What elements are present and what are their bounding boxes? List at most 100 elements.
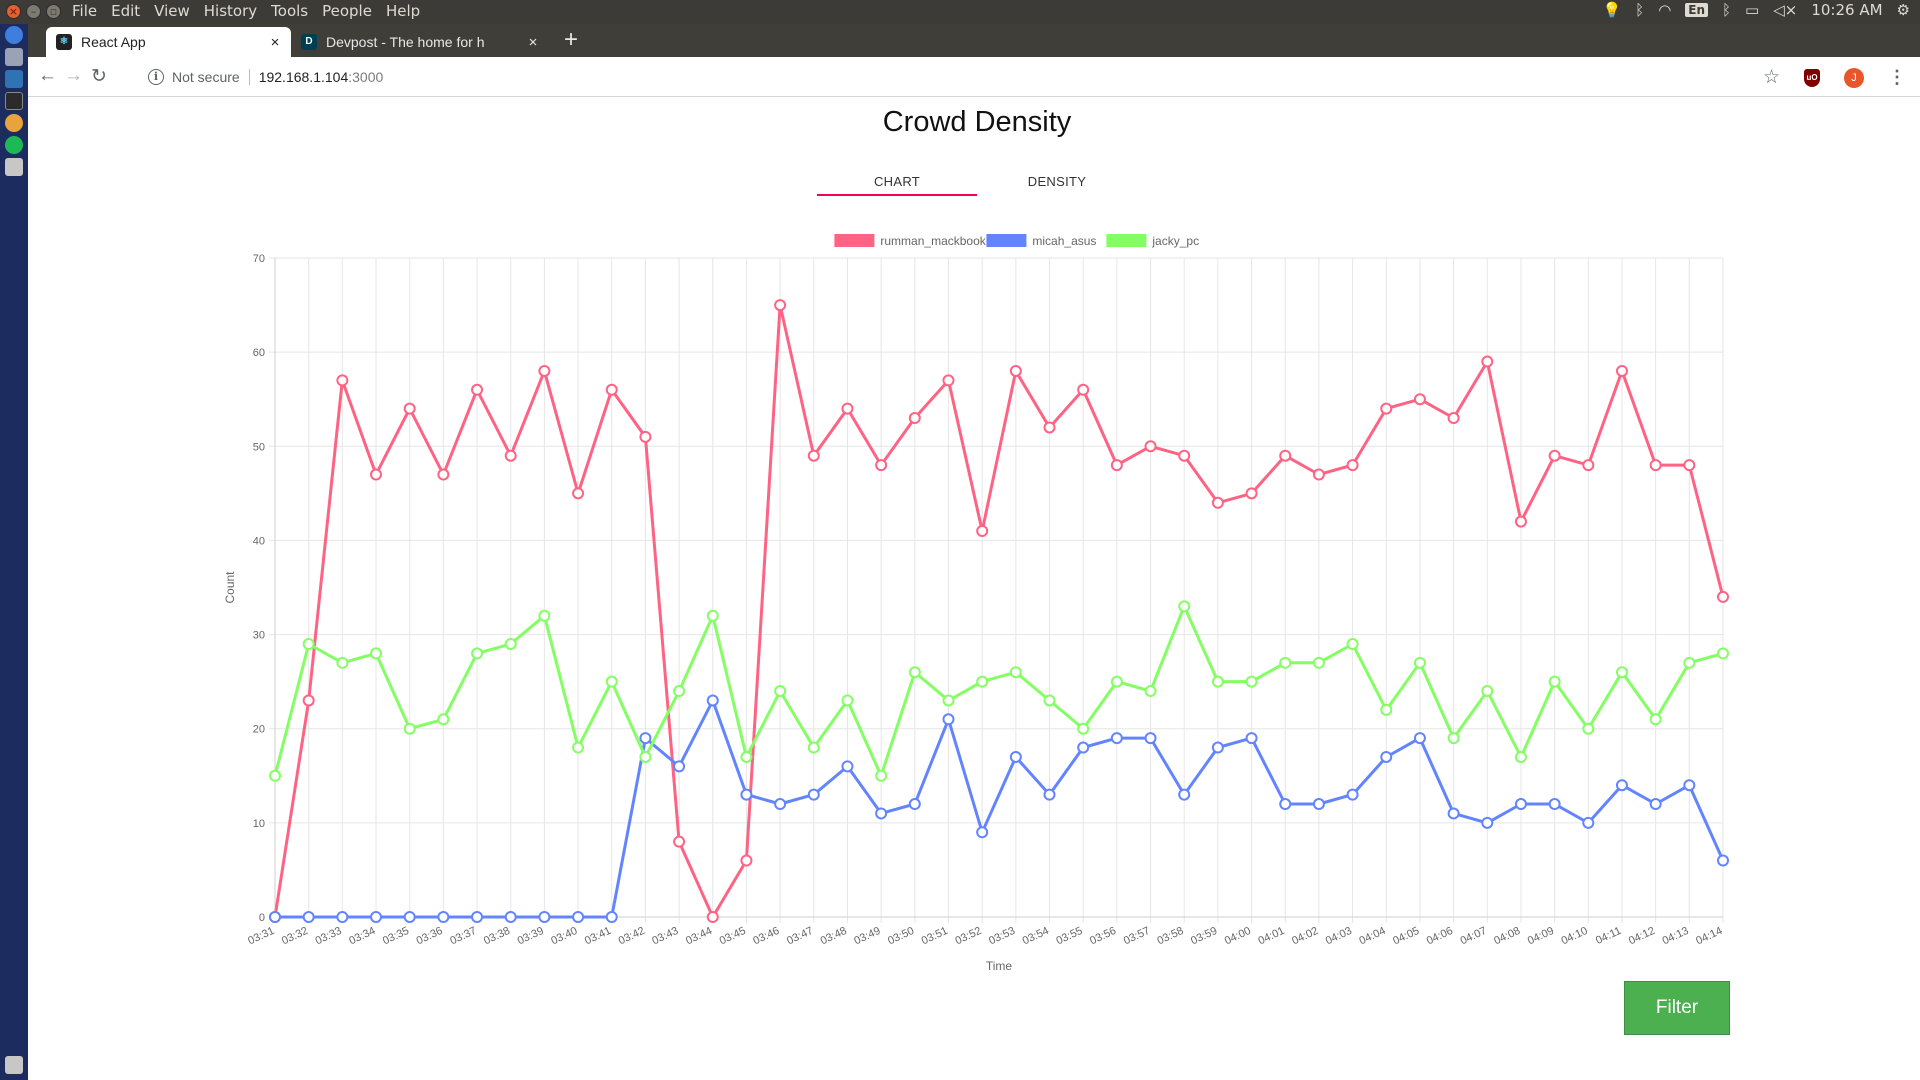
data-point-jacky_pc (1582, 722, 1595, 735)
info-icon[interactable]: i (148, 69, 164, 85)
tab-density[interactable]: DENSITY (1027, 174, 1087, 189)
back-arrow-icon[interactable]: ← (38, 65, 57, 86)
data-point-jacky_pc (706, 609, 719, 622)
data-point-jacky_pc (471, 647, 484, 660)
data-point-jacky_pc (1077, 722, 1090, 735)
data-point-rumman_mackbook (1582, 459, 1595, 472)
x-tick-label: 03:58 (1155, 925, 1185, 948)
data-point-micah_asus (841, 760, 854, 773)
bluetooth-icon[interactable]: ᛒ (1635, 1, 1645, 19)
forward-arrow-icon[interactable]: → (64, 65, 83, 86)
unity-launcher (0, 24, 28, 1080)
keyboard-language-indicator[interactable]: En (1685, 3, 1709, 17)
wifi-icon[interactable]: ◠ (1658, 1, 1672, 19)
url-port: :3000 (348, 69, 384, 85)
x-tick-label: 04:10 (1560, 925, 1590, 948)
chrome-icon[interactable] (5, 114, 23, 132)
data-point-rumman_mackbook (1144, 440, 1157, 453)
data-point-rumman_mackbook (1548, 449, 1561, 462)
more-menu-icon[interactable]: ⋮ (1888, 67, 1906, 87)
data-point-rumman_mackbook (908, 412, 921, 425)
gear-icon[interactable]: ⚙ (1896, 1, 1910, 19)
window-minimize-button[interactable]: – (26, 4, 41, 19)
menu-tools[interactable]: Tools (271, 2, 309, 20)
data-point-micah_asus (706, 694, 719, 707)
terminal-icon[interactable] (5, 92, 23, 110)
data-point-micah_asus (471, 911, 484, 923)
x-tick-label: 03:51 (920, 925, 950, 948)
data-point-rumman_mackbook (1683, 459, 1696, 472)
dash-icon[interactable] (5, 26, 23, 44)
menu-view[interactable]: View (154, 2, 190, 20)
data-point-jacky_pc (605, 675, 618, 688)
filter-button[interactable]: Filter (1624, 981, 1730, 1035)
data-point-jacky_pc (1346, 637, 1359, 650)
profile-avatar[interactable]: J (1844, 67, 1864, 88)
trash-icon[interactable] (5, 1056, 23, 1074)
data-point-jacky_pc (572, 741, 585, 754)
tab-title: Devpost - The home for h (326, 34, 485, 50)
x-tick-label: 03:50 (886, 925, 916, 948)
data-point-micah_asus (1548, 798, 1561, 811)
data-point-jacky_pc (1009, 666, 1022, 679)
security-label: Not secure (172, 69, 240, 85)
files-icon[interactable] (5, 48, 23, 66)
omnibox[interactable]: i Not secure 192.168.1.104:3000 (148, 66, 383, 88)
image-viewer-icon[interactable] (5, 70, 23, 88)
data-point-jacky_pc (1548, 675, 1561, 688)
menu-history[interactable]: History (203, 2, 258, 20)
data-point-jacky_pc (1615, 666, 1628, 679)
bluetooth-status-icon[interactable]: ᛒ (1722, 1, 1732, 19)
menu-edit[interactable]: Edit (111, 2, 141, 20)
data-point-rumman_mackbook (403, 402, 416, 415)
data-point-micah_asus (1077, 741, 1090, 754)
reload-icon[interactable]: ↻ (91, 66, 107, 87)
x-tick-label: 03:39 (516, 925, 546, 948)
tab-chart[interactable]: CHART (873, 174, 921, 189)
tab-close-icon[interactable]: × (270, 33, 280, 51)
menu-file[interactable]: File (72, 2, 98, 20)
tab-devpost[interactable]: D Devpost - The home for h × (291, 27, 549, 57)
data-point-rumman_mackbook (1717, 590, 1729, 603)
window-close-button[interactable]: × (6, 4, 21, 19)
data-point-micah_asus (1245, 732, 1258, 745)
data-point-jacky_pc (639, 750, 652, 763)
x-tick-label: 03:56 (1088, 925, 1118, 948)
tab-close-icon[interactable]: × (528, 33, 538, 51)
data-point-micah_asus (1481, 816, 1494, 829)
tab-react-app[interactable]: ⚛ React App × (46, 27, 291, 57)
spotify-icon[interactable] (5, 136, 23, 154)
data-point-jacky_pc (437, 713, 450, 726)
legend-label: jacky_pc (1151, 234, 1199, 248)
data-point-rumman_mackbook (774, 299, 787, 312)
data-point-micah_asus (807, 788, 820, 801)
volume-muted-icon[interactable]: ◁× (1773, 1, 1798, 19)
x-tick-label: 04:04 (1358, 925, 1388, 948)
y-tick-label: 0 (259, 912, 265, 924)
data-point-rumman_mackbook (807, 449, 820, 462)
ublock-extension-icon[interactable]: uO (1804, 68, 1820, 87)
menu-people[interactable]: People (322, 2, 372, 20)
data-point-micah_asus (504, 911, 517, 923)
bookmark-star-icon[interactable]: ☆ (1762, 67, 1780, 88)
data-point-rumman_mackbook (1413, 393, 1426, 406)
x-tick-label: 03:47 (785, 925, 815, 948)
x-tick-label: 03:55 (1054, 925, 1084, 948)
y-tick-label: 10 (253, 818, 265, 830)
data-point-micah_asus (302, 911, 315, 923)
clock[interactable]: 10:26 AM (1811, 1, 1883, 19)
react-favicon-icon: ⚛ (56, 34, 72, 50)
menu-help[interactable]: Help (385, 2, 421, 20)
battery-icon[interactable]: ▭ (1745, 1, 1760, 19)
new-tab-button[interactable]: + (564, 26, 579, 53)
data-point-jacky_pc (841, 694, 854, 707)
lightbulb-icon[interactable]: 💡 (1602, 1, 1622, 19)
data-point-micah_asus (605, 911, 618, 923)
x-tick-label: 03:42 (617, 925, 647, 948)
text-editor-icon[interactable] (5, 158, 23, 176)
legend-label: rumman_mackbook (880, 234, 986, 248)
data-point-rumman_mackbook (1481, 355, 1494, 368)
x-tick-label: 03:43 (650, 925, 680, 948)
window-maximize-button[interactable]: ▫ (46, 4, 61, 19)
data-point-micah_asus (673, 760, 686, 773)
